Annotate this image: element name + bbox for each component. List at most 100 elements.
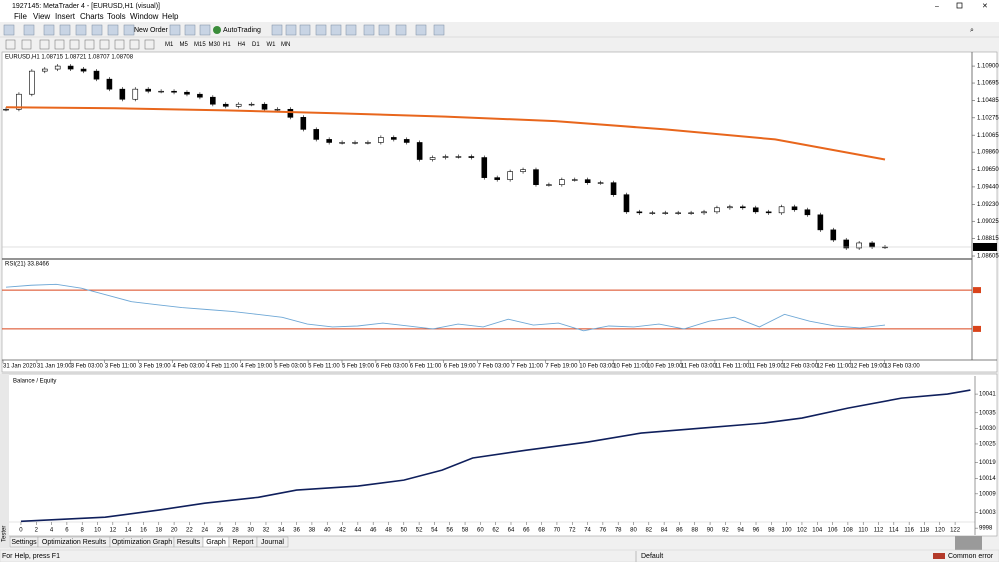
tool-button[interactable] [39,39,50,50]
menu-item[interactable]: File [14,12,27,21]
toolbar-button[interactable] [330,24,342,36]
timeframe-button[interactable]: D1 [252,42,260,48]
balance-x-label: 100 [782,528,793,534]
candle [481,157,488,178]
chart-header: EURUSD,H1 1.08715 1.08721 1.08707 1.0870… [5,55,134,61]
balance-x-label: 36 [293,528,300,534]
toolbar-button[interactable] [378,24,390,36]
time-label: 4 Feb 03:00 [173,364,206,370]
new-order-button[interactable]: New Order [134,27,169,34]
tab[interactable] [256,536,289,548]
tab-label[interactable]: Graph [206,539,226,546]
tool-button[interactable] [54,39,65,50]
time-label: 31 Jan 19:00 [37,364,72,370]
time-label: 10 Feb 19:00 [647,364,683,370]
toolbar-button[interactable] [285,24,297,36]
timeframe-button[interactable]: M1 [165,42,174,48]
balance-y-label: 10030 [979,426,996,432]
balance-x-label: 48 [385,528,392,534]
toolbar-button[interactable] [299,24,311,36]
toolbar-button[interactable] [345,24,357,36]
menu-item[interactable]: Insert [55,12,76,21]
balance-y-label: 10025 [979,442,996,448]
toolbar-button[interactable] [199,24,211,36]
tab-label[interactable]: Settings [11,539,37,546]
tab-label[interactable]: Optimization Results [42,539,107,546]
candle [507,171,513,180]
toolbar-button[interactable] [91,24,103,36]
balance-x-label: 106 [828,528,839,534]
timeframe-button[interactable]: M30 [209,42,221,48]
menu-item[interactable]: Window [130,12,159,21]
candle [378,137,384,143]
toolbar-button[interactable] [169,24,181,36]
balance-x-label: 28 [232,528,239,534]
price-tick-label: 1.08605 [977,254,999,260]
timeframe-button[interactable]: W1 [267,42,277,48]
menu-item[interactable]: Charts [80,12,104,21]
price-tick-label: 1.10485 [977,98,999,104]
timeframe-button[interactable]: H4 [238,42,246,48]
toolbar-button[interactable] [59,24,71,36]
toolbar-button[interactable] [315,24,327,36]
toolbar-button[interactable] [363,24,375,36]
window-title: 1927145: MetaTrader 4 - [EURUSD,H1 (visu… [12,3,160,10]
toolbar-button[interactable] [415,24,427,36]
timeframe-button[interactable]: MN [281,42,290,48]
tool-button[interactable] [144,39,155,50]
balance-x-label: 56 [446,528,453,534]
candle [727,206,733,209]
tool-button[interactable] [129,39,140,50]
toolbar-button[interactable] [433,24,445,36]
balance-x-label: 14 [125,528,132,534]
tab-label[interactable]: Journal [261,539,284,546]
tool-button[interactable] [21,39,32,50]
candle [119,88,126,100]
window-min[interactable]: – [935,3,939,10]
time-label: 3 Feb 19:00 [139,364,172,370]
menu-bar [0,11,999,22]
tool-button[interactable] [69,39,80,50]
balance-y-label: 9998 [979,526,993,532]
tab-label[interactable]: Optimization Graph [112,539,172,546]
balance-x-label: 50 [400,528,407,534]
toolbar-button[interactable] [123,24,135,36]
toolbar-button[interactable] [75,24,87,36]
side-tab[interactable]: Tester [2,526,8,542]
tool-button[interactable] [84,39,95,50]
balance-x-label: 20 [171,528,178,534]
timeframe-button[interactable]: M15 [194,42,206,48]
autotrading-button[interactable]: AutoTrading [223,27,261,34]
balance-x-label: 30 [247,528,254,534]
rsi-level-box [973,325,981,332]
candle [390,137,397,140]
tab-label[interactable]: Results [177,539,201,546]
window-close[interactable]: ✕ [982,3,988,10]
toolbar-button[interactable] [3,24,15,36]
timeframe-button[interactable]: H1 [223,42,231,48]
tab-label[interactable]: Report [232,539,253,546]
balance-x-label: 66 [523,528,530,534]
rsi-label: RSI(21) 33.8466 [5,262,50,268]
price-tick-label: 1.10065 [977,133,999,139]
timeframe-button[interactable]: M5 [180,42,189,48]
scroll-widget[interactable] [955,536,982,550]
toolbar-button[interactable] [395,24,407,36]
toolbar-button[interactable] [184,24,196,36]
candle [416,142,423,160]
balance-x-label: 118 [920,528,930,534]
balance-x-label: 98 [768,528,775,534]
toolbar-button[interactable] [43,24,55,36]
window-max[interactable] [956,2,963,9]
balance-x-label: 72 [569,528,576,534]
toolbar-button[interactable] [271,24,283,36]
tool-button[interactable] [99,39,110,50]
balance-x-label: 2 [35,528,39,534]
menu-item[interactable]: View [33,12,50,21]
menu-item[interactable]: Help [162,12,179,21]
toolbar-button[interactable] [23,24,35,36]
tool-button[interactable] [114,39,125,50]
menu-item[interactable]: Tools [107,12,126,21]
toolbar-button[interactable] [107,24,119,36]
tool-button[interactable] [5,39,16,50]
